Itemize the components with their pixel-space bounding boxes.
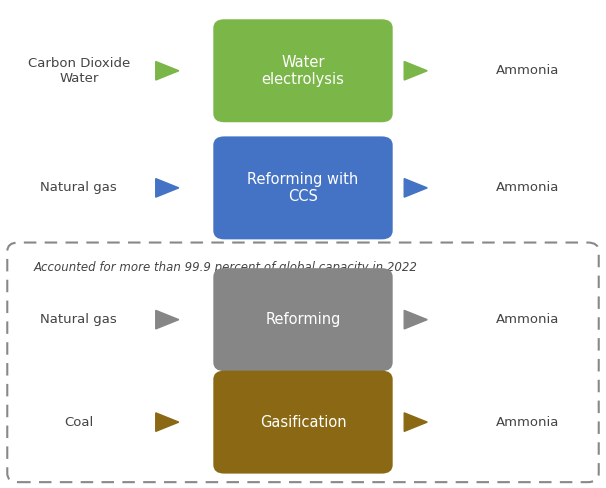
Text: Ammonia: Ammonia [496,182,559,194]
Polygon shape [404,310,427,329]
Text: Ammonia: Ammonia [496,416,559,428]
Polygon shape [156,179,179,197]
Text: Water
electrolysis: Water electrolysis [262,55,344,87]
Text: Reforming with
CCS: Reforming with CCS [247,172,359,204]
Polygon shape [404,413,427,431]
Text: Reforming: Reforming [265,312,341,327]
Polygon shape [156,413,179,431]
Text: Accounted for more than 99.9 percent of global capacity in 2022: Accounted for more than 99.9 percent of … [33,261,417,274]
Polygon shape [404,179,427,197]
Polygon shape [404,61,427,80]
Text: Natural gas: Natural gas [41,182,117,194]
Polygon shape [156,310,179,329]
FancyBboxPatch shape [213,371,393,473]
Text: Natural gas: Natural gas [41,313,117,326]
FancyBboxPatch shape [213,136,393,240]
FancyBboxPatch shape [213,268,393,371]
FancyBboxPatch shape [213,20,393,122]
Polygon shape [156,61,179,80]
Text: Ammonia: Ammonia [496,64,559,77]
Text: Coal: Coal [64,416,93,428]
Text: Carbon Dioxide
Water: Carbon Dioxide Water [28,57,130,85]
Text: Gasification: Gasification [260,415,346,429]
Text: Ammonia: Ammonia [496,313,559,326]
